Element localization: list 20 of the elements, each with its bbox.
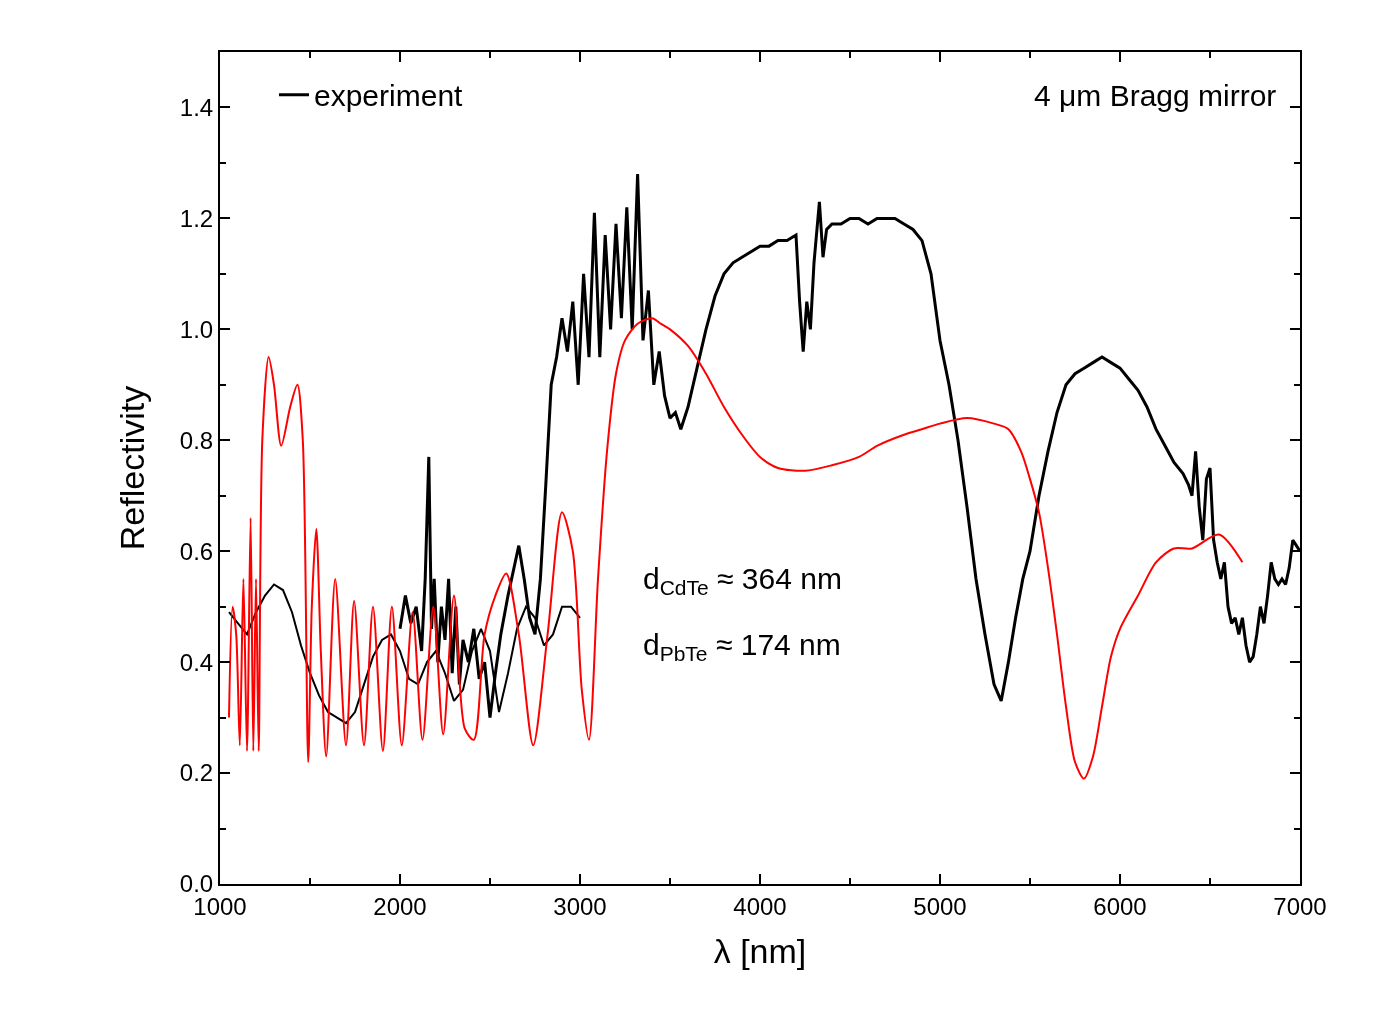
x-tick-label: 7000 [1273, 892, 1327, 920]
annotation: d$_{PbTe}$ ≈ 174 nm [643, 628, 841, 666]
legend-label: experiment [314, 79, 464, 113]
x-tick-label: 3000 [553, 892, 607, 920]
annotation: 4 μm Bragg mirror [1034, 79, 1277, 112]
y-tick-label: 0.4 [179, 648, 214, 676]
y-tick-label: 0.6 [179, 537, 214, 565]
y-axis-title: Reflectivity [112, 385, 151, 551]
x-tick-label: 5000 [913, 892, 967, 920]
y-tick-label: 1.2 [179, 204, 214, 232]
x-axis-title: λ [nm] [713, 931, 807, 970]
y-tick-label: 0.8 [179, 426, 214, 454]
x-tick-label: 2000 [373, 892, 427, 920]
x-tick-label: 6000 [1093, 892, 1147, 920]
y-tick-label: 1.4 [179, 93, 214, 121]
line-series [228, 317, 1244, 780]
annotation: d$_{CdTe}$ ≈ 364 nm [643, 562, 842, 600]
x-tick-label: 4000 [733, 892, 787, 920]
y-tick-label: 1.0 [179, 315, 214, 343]
y-tick-label: 0.2 [179, 759, 214, 787]
